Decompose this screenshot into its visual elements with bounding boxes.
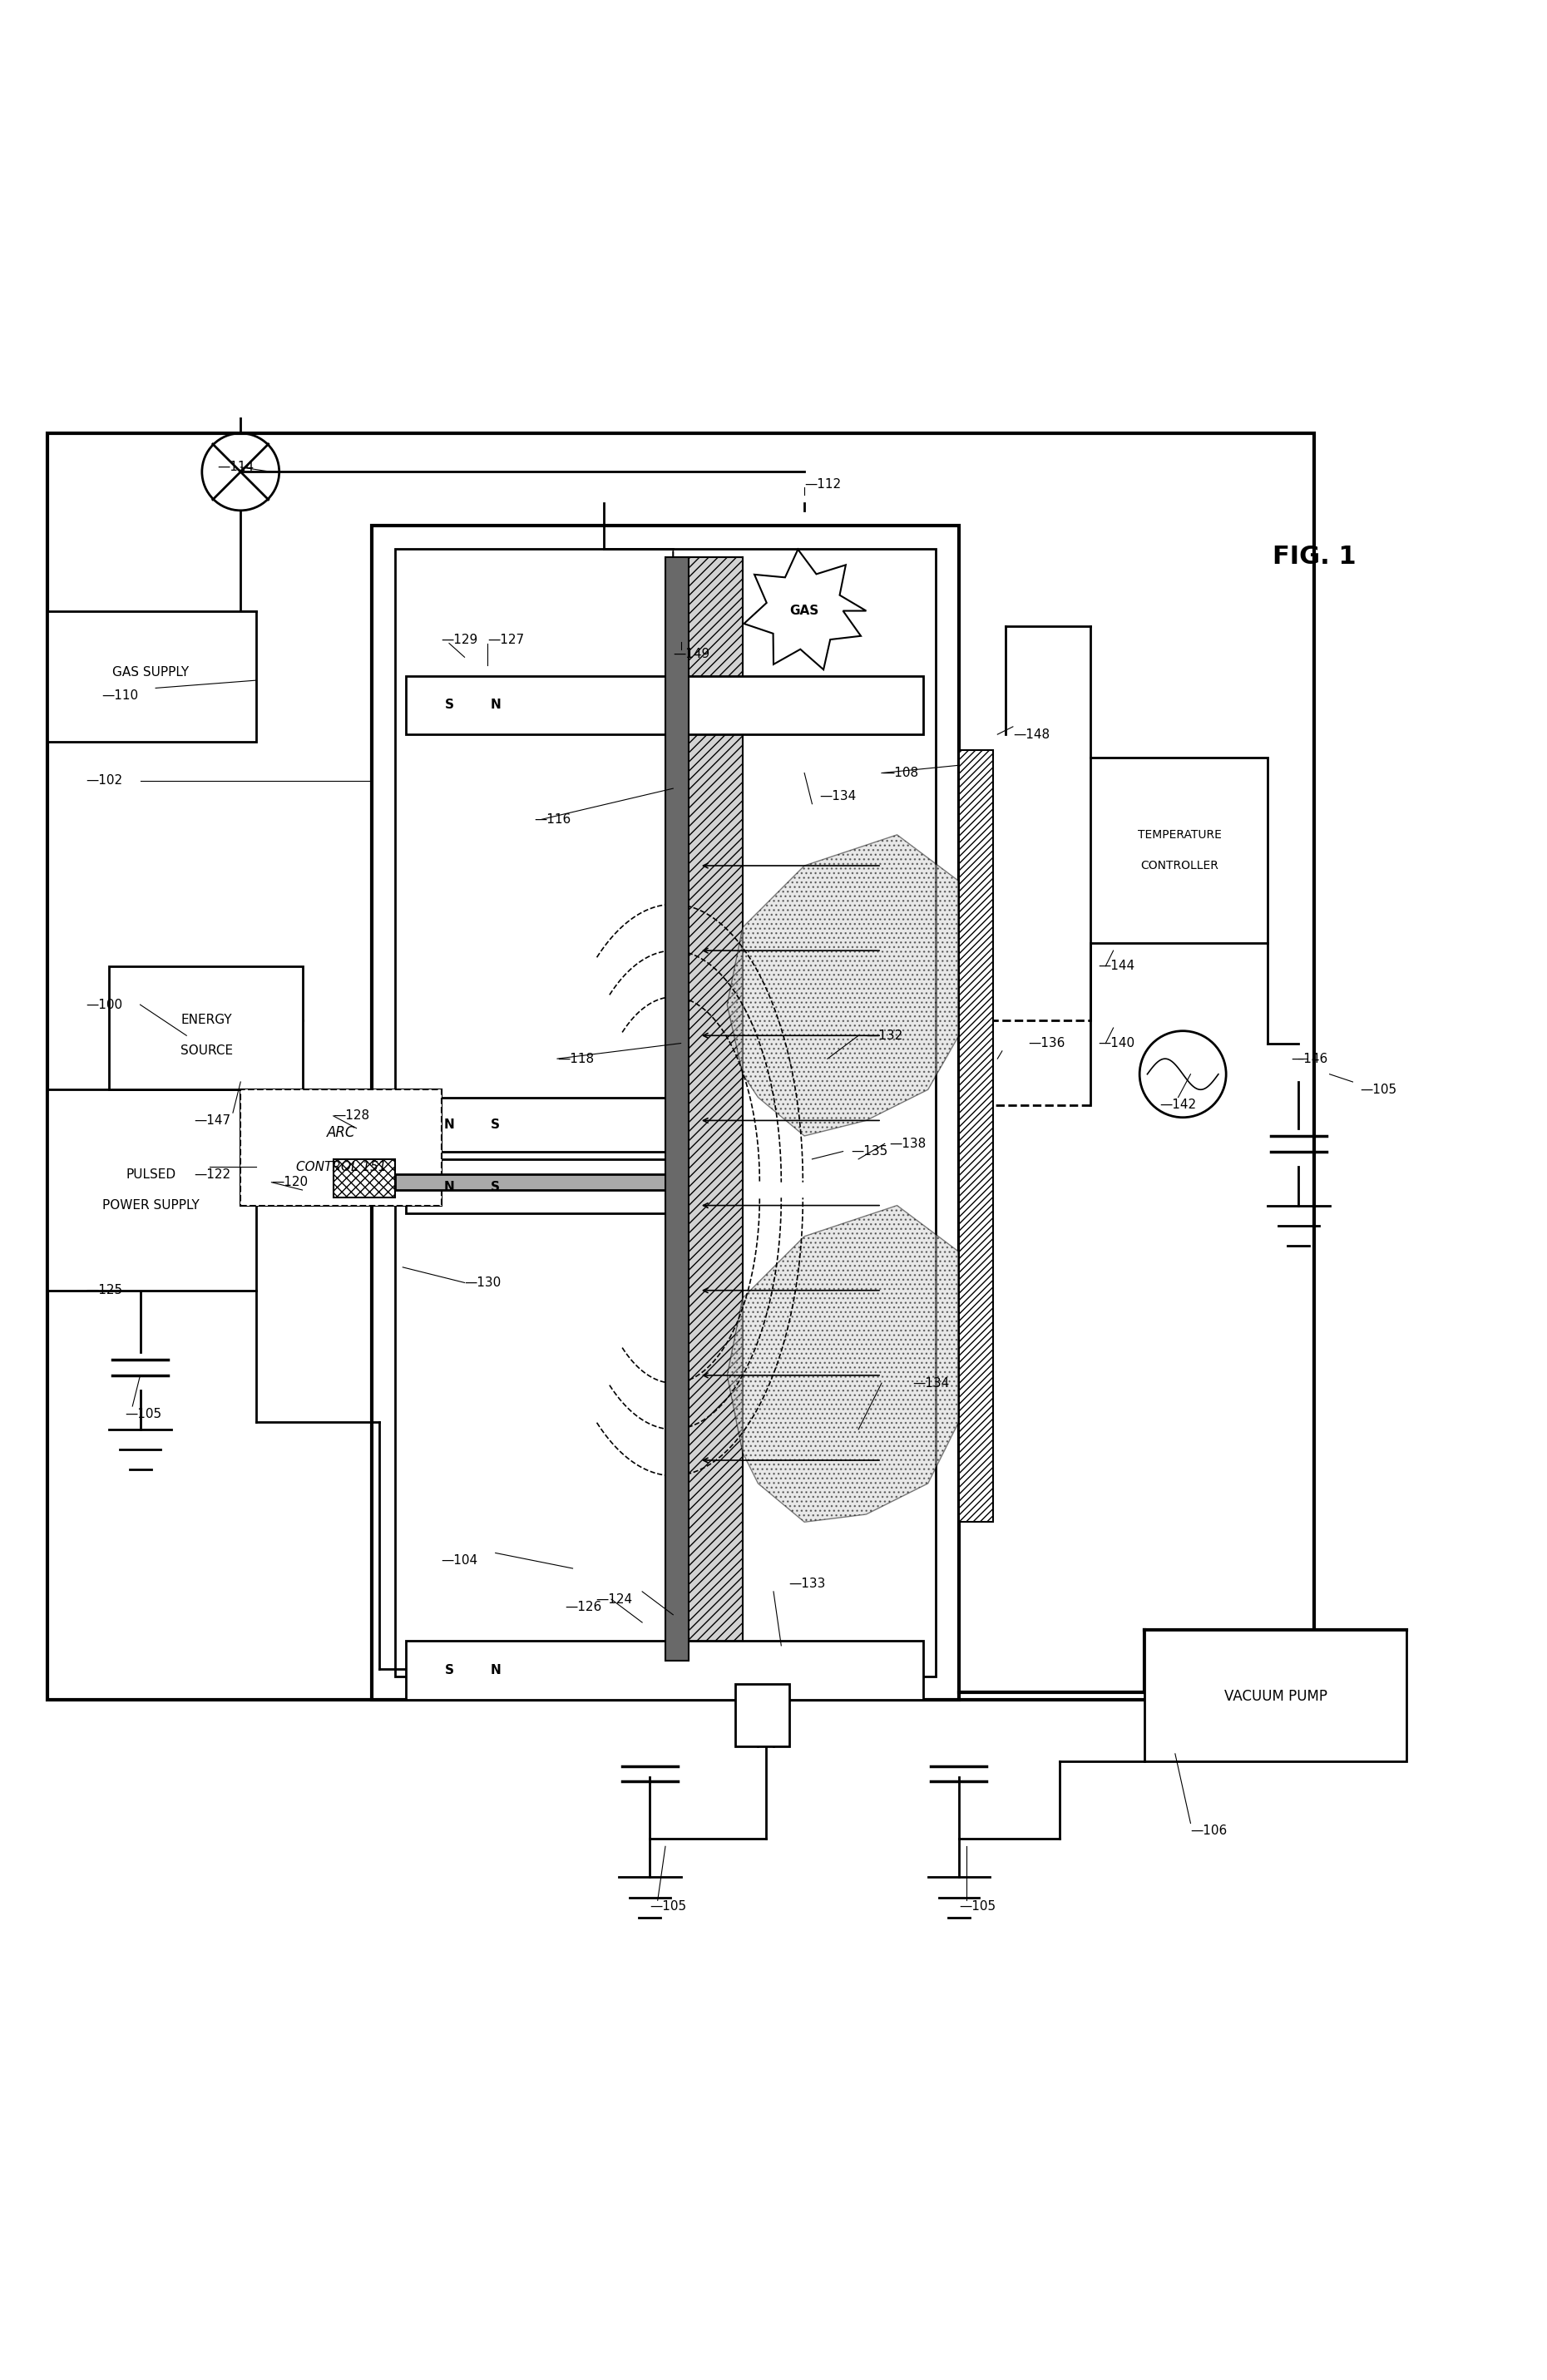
Text: N: N xyxy=(490,700,501,712)
Text: —112: —112 xyxy=(804,478,842,490)
Text: —100: —100 xyxy=(87,1000,122,1012)
Bar xyxy=(1091,757,1269,942)
Text: —106: —106 xyxy=(1191,1825,1227,1837)
Text: —144: —144 xyxy=(1098,959,1134,973)
Text: —142: —142 xyxy=(1160,1100,1196,1111)
Text: —105: —105 xyxy=(650,1899,687,1914)
Bar xyxy=(405,1640,924,1699)
Text: TEMPERATURE: TEMPERATURE xyxy=(1137,828,1222,840)
Text: —128: —128 xyxy=(333,1109,370,1121)
Text: —105: —105 xyxy=(125,1407,161,1421)
Text: —138: —138 xyxy=(890,1138,927,1150)
Text: CONTROLLER: CONTROLLER xyxy=(1140,859,1219,871)
Text: N: N xyxy=(444,1180,455,1192)
Text: —135: —135 xyxy=(851,1145,888,1157)
Text: S: S xyxy=(444,1664,453,1676)
Bar xyxy=(48,433,1313,1699)
Bar xyxy=(405,1097,668,1152)
Bar xyxy=(959,750,993,1523)
Text: S: S xyxy=(490,1119,500,1130)
Bar xyxy=(241,1090,441,1204)
Bar xyxy=(333,1159,394,1197)
Text: —116: —116 xyxy=(534,814,571,826)
Text: —129: —129 xyxy=(441,633,478,647)
Text: —124: —124 xyxy=(596,1592,633,1607)
Bar xyxy=(394,1176,681,1190)
Text: FIG. 1: FIG. 1 xyxy=(1272,545,1357,569)
Bar xyxy=(48,1090,257,1290)
Text: —140: —140 xyxy=(1098,1038,1134,1050)
Text: —126: —126 xyxy=(565,1602,602,1614)
Text: —146: —146 xyxy=(1290,1052,1327,1064)
Text: N: N xyxy=(490,1664,501,1676)
Bar xyxy=(1145,1630,1406,1761)
Polygon shape xyxy=(727,1204,975,1523)
Text: —134: —134 xyxy=(820,790,857,802)
Text: —105: —105 xyxy=(1360,1083,1397,1095)
Text: GAS SUPPLY: GAS SUPPLY xyxy=(113,666,189,678)
Text: —102: —102 xyxy=(87,774,122,788)
Text: GAS: GAS xyxy=(789,605,818,616)
Text: —108: —108 xyxy=(882,766,919,778)
Bar xyxy=(405,1159,668,1214)
Text: —133: —133 xyxy=(789,1578,826,1590)
Text: —120: —120 xyxy=(271,1176,308,1188)
Text: SOURCE: SOURCE xyxy=(181,1045,234,1057)
Text: —134: —134 xyxy=(913,1376,950,1390)
Bar xyxy=(665,557,688,1661)
Bar xyxy=(735,1685,789,1747)
Bar xyxy=(405,676,924,735)
Text: S: S xyxy=(444,700,453,712)
Text: —127: —127 xyxy=(487,633,524,647)
Text: ENERGY: ENERGY xyxy=(181,1014,232,1026)
Bar xyxy=(371,526,959,1699)
Text: —110: —110 xyxy=(102,690,138,702)
Text: —136: —136 xyxy=(1029,1038,1066,1050)
Bar xyxy=(241,1090,441,1204)
Text: —125: —125 xyxy=(87,1285,122,1297)
Text: —149: —149 xyxy=(673,647,710,659)
Text: CONTROL 151: CONTROL 151 xyxy=(295,1161,387,1173)
Polygon shape xyxy=(727,835,975,1135)
Bar xyxy=(110,966,302,1090)
Text: PULSED: PULSED xyxy=(125,1169,176,1180)
Text: —122: —122 xyxy=(195,1169,231,1180)
Text: —147: —147 xyxy=(195,1114,231,1126)
Text: S: S xyxy=(490,1180,500,1192)
Text: POWER SUPPLY: POWER SUPPLY xyxy=(102,1200,200,1211)
Text: N: N xyxy=(444,1119,455,1130)
Text: ARC: ARC xyxy=(326,1126,356,1140)
Bar xyxy=(673,557,743,1661)
Text: —130: —130 xyxy=(464,1276,501,1290)
Text: —105: —105 xyxy=(959,1899,996,1914)
Bar xyxy=(394,550,936,1676)
Text: —132: —132 xyxy=(866,1028,903,1042)
Text: —148: —148 xyxy=(1013,728,1049,740)
Bar xyxy=(48,612,257,743)
Text: VACUUM PUMP: VACUUM PUMP xyxy=(1224,1690,1327,1704)
Text: —114: —114 xyxy=(218,462,254,474)
Text: —118: —118 xyxy=(557,1052,594,1064)
Text: —104: —104 xyxy=(441,1554,478,1566)
